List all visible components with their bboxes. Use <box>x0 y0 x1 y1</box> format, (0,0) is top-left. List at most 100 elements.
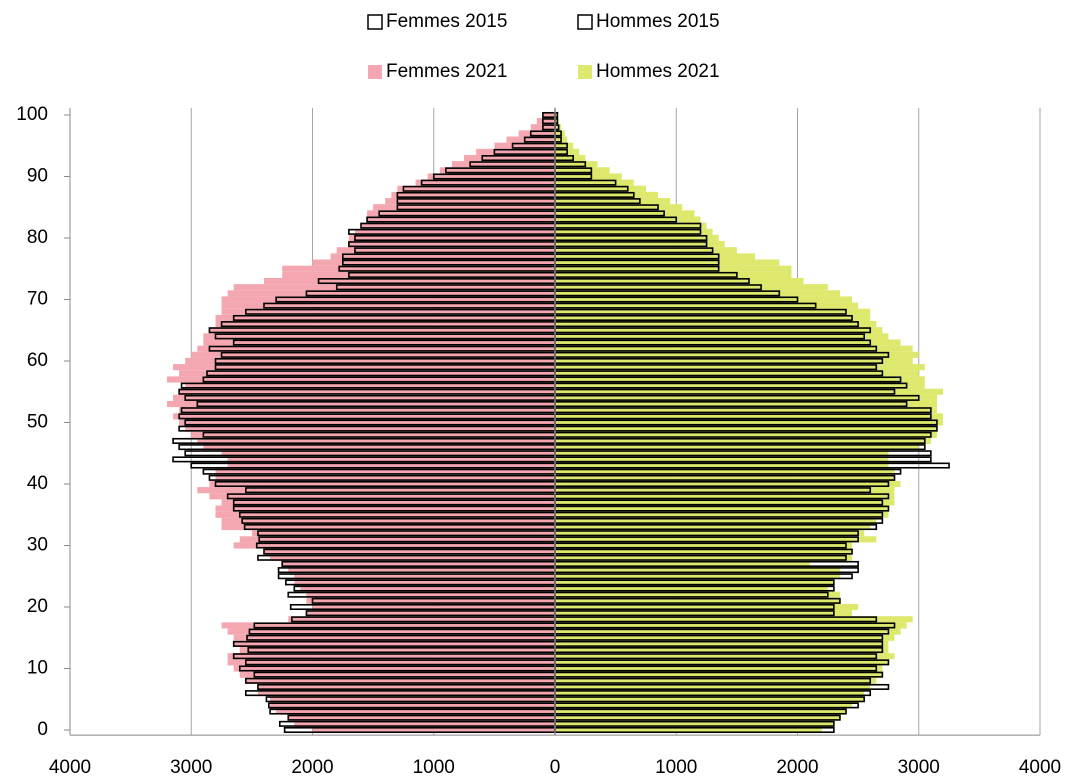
bar <box>555 284 828 291</box>
bar <box>555 228 713 235</box>
bar <box>555 437 931 445</box>
bar <box>179 407 555 414</box>
bar <box>197 487 555 494</box>
bar <box>233 542 555 549</box>
bar <box>427 173 555 180</box>
bar <box>264 277 555 285</box>
bar <box>221 302 555 309</box>
bar <box>555 616 913 623</box>
x-tick-label: 4000 <box>49 757 91 778</box>
bar <box>555 683 871 691</box>
bar <box>288 616 555 623</box>
bar <box>239 646 555 654</box>
bar <box>555 536 877 543</box>
bar <box>555 591 840 598</box>
bar <box>555 222 707 229</box>
bar <box>348 241 555 248</box>
bar <box>221 517 555 524</box>
bar <box>185 425 555 432</box>
bar <box>555 702 853 709</box>
bar <box>312 603 555 611</box>
bar <box>173 413 555 420</box>
legend-swatch <box>368 65 382 79</box>
bar <box>312 259 555 266</box>
bar <box>294 579 555 586</box>
bar <box>555 714 840 721</box>
bar <box>555 345 913 352</box>
bar <box>555 376 925 383</box>
bar <box>167 400 555 408</box>
bar <box>555 597 840 604</box>
bar <box>173 364 555 371</box>
bar <box>197 437 555 445</box>
bar <box>555 277 804 285</box>
bar <box>233 284 555 291</box>
bar <box>542 111 555 119</box>
bar <box>294 720 555 727</box>
bar <box>555 708 846 715</box>
bar <box>555 179 634 186</box>
bar <box>221 308 555 315</box>
bar <box>555 690 865 697</box>
y-tick-label: 40 <box>27 473 48 494</box>
bar <box>215 468 555 475</box>
bar <box>227 462 555 469</box>
y-tick-label: 10 <box>27 658 48 679</box>
bar <box>294 573 555 580</box>
bar <box>555 253 756 260</box>
bar <box>555 357 913 365</box>
bar <box>264 548 555 555</box>
bar <box>391 191 555 199</box>
bar <box>555 204 683 211</box>
bar <box>185 382 555 389</box>
bar <box>555 585 828 592</box>
bar <box>191 431 555 438</box>
bar <box>555 327 883 334</box>
bar <box>221 296 555 303</box>
bar <box>555 111 558 119</box>
bar <box>233 634 555 641</box>
y-tick-label: 70 <box>27 289 48 310</box>
bar <box>555 548 853 555</box>
bar <box>555 271 792 278</box>
bar <box>282 560 555 568</box>
x-tick-label: 4000 <box>1019 757 1061 778</box>
bar <box>270 696 555 703</box>
bar <box>555 142 574 149</box>
x-tick-label: 1000 <box>655 757 697 778</box>
bar <box>555 364 925 371</box>
y-tick-label: 60 <box>27 350 48 371</box>
bar <box>555 646 889 654</box>
bar <box>203 444 555 451</box>
bar <box>555 573 840 580</box>
bar <box>555 444 919 451</box>
bar <box>555 696 865 703</box>
bar <box>555 216 701 223</box>
bar <box>257 690 555 697</box>
bar <box>373 204 555 211</box>
bar <box>233 640 555 647</box>
bar <box>555 542 853 549</box>
bar <box>221 499 555 506</box>
bar <box>555 400 937 408</box>
y-tick-label: 80 <box>27 227 48 248</box>
bar <box>397 185 555 192</box>
bar <box>555 579 834 586</box>
bar <box>306 591 555 598</box>
bar <box>555 517 877 524</box>
bar <box>555 198 671 205</box>
legend-label: Hommes 2015 <box>596 11 720 32</box>
bar <box>215 321 555 328</box>
bar <box>239 536 555 543</box>
bar <box>555 511 889 518</box>
bar <box>555 480 901 488</box>
y-tick-label: 0 <box>37 719 48 740</box>
x-tick-label: 0 <box>550 757 561 778</box>
y-tick-label: 50 <box>27 412 48 433</box>
bar <box>555 191 659 199</box>
bar <box>239 671 555 678</box>
bar <box>215 505 555 512</box>
bar <box>555 677 877 684</box>
bar <box>555 493 895 500</box>
bar <box>476 148 555 155</box>
